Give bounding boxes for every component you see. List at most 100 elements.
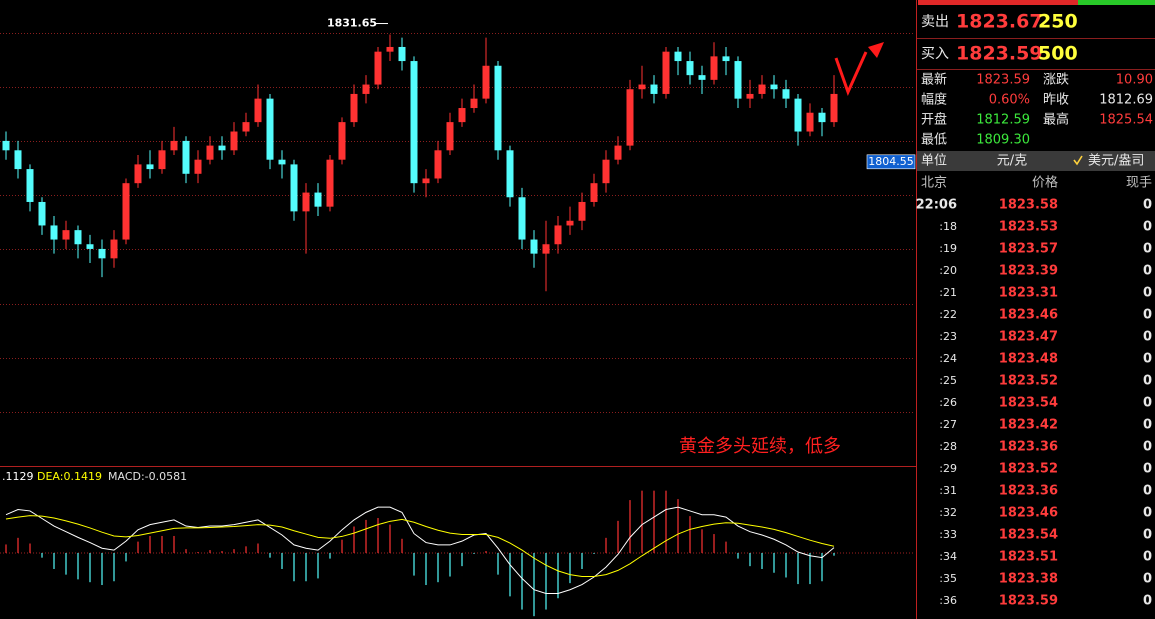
candle-body — [62, 230, 70, 240]
candle-body — [314, 192, 322, 207]
candle-body — [98, 248, 106, 259]
tick-time: 22:06 — [916, 198, 957, 213]
macd-line — [5, 515, 835, 578]
candle-body — [494, 65, 502, 151]
candle-body — [614, 145, 622, 160]
tick-time: :27 — [939, 418, 957, 431]
bid-price: 1823.59 — [956, 43, 1043, 65]
candle-body — [110, 239, 118, 259]
unit-label: 单位 — [921, 154, 947, 169]
candle-body — [302, 192, 310, 212]
annotation: 黄金多头延续，低多 — [679, 436, 841, 457]
trend-arrow — [834, 51, 868, 97]
tick-volume: 0 — [1143, 528, 1152, 543]
candle-body — [122, 183, 130, 240]
candle-body — [2, 140, 10, 151]
candle-body — [686, 61, 694, 76]
candle-body — [278, 159, 286, 165]
col-header: 北京 — [921, 176, 947, 191]
price-tag-box — [866, 154, 916, 170]
candle-body — [26, 169, 34, 202]
field-value: 1823.59 — [976, 73, 1030, 88]
candle-body — [14, 150, 22, 170]
trend-arrow-head — [868, 42, 884, 58]
tick-price: 1823.46 — [999, 308, 1058, 323]
macd-panel: .1129 DEA:0.1419 MACD:-0.0581 — [0, 470, 915, 617]
tick-volume: 0 — [1143, 484, 1152, 499]
tick-price: 1823.48 — [999, 352, 1058, 367]
candle-body — [782, 89, 790, 99]
field-label: 最低 — [921, 133, 947, 148]
candle-body — [530, 239, 538, 254]
tick-volume: 0 — [1143, 352, 1152, 367]
legend-label: .1129 — [2, 470, 34, 483]
candle-body — [638, 84, 646, 90]
tick-price: 1823.36 — [999, 440, 1058, 455]
tick-volume: 0 — [1143, 594, 1152, 609]
candle-body — [602, 159, 610, 184]
tick-price: 1823.57 — [999, 242, 1058, 257]
candle-body — [578, 201, 586, 221]
candle-body — [170, 140, 178, 151]
candle-body — [458, 108, 466, 123]
tick-price: 1823.54 — [999, 528, 1058, 543]
tick-price: 1823.58 — [999, 198, 1058, 213]
tick-price: 1823.59 — [999, 594, 1058, 609]
tick-price: 1823.47 — [999, 330, 1058, 345]
candle-body — [206, 145, 214, 160]
tick-volume: 0 — [1143, 286, 1152, 301]
price-grid — [0, 33, 915, 413]
candle-body — [518, 197, 526, 240]
candle-body — [698, 75, 706, 80]
unit-alt[interactable]: 美元/盎司 — [1088, 154, 1144, 169]
tick-volume: 0 — [1143, 198, 1152, 213]
candle-body — [470, 98, 478, 109]
tick-time: :18 — [939, 220, 957, 233]
tick-time: :29 — [939, 462, 957, 475]
tick-volume: 0 — [1143, 506, 1152, 521]
field-value: 1812.59 — [976, 113, 1030, 128]
candle-body — [194, 159, 202, 174]
tick-time: :26 — [939, 396, 957, 409]
candle-body — [422, 178, 430, 184]
candle-body — [626, 89, 634, 146]
tick-time: :33 — [939, 528, 957, 541]
tick-price: 1823.36 — [999, 484, 1058, 499]
field-label: 昨收 — [1043, 93, 1069, 108]
candle-body — [710, 56, 718, 80]
candle-body — [50, 225, 58, 240]
quote-fields: 最新 1823.59 涨跌 10.90 幅度 0.60% 昨收 1812.69 开盘 1812.5… — [921, 72, 1153, 148]
tick-volume: 0 — [1143, 418, 1152, 433]
tick-volume: 0 — [1143, 440, 1152, 455]
tick-time: :24 — [939, 352, 957, 365]
check-icon[interactable] — [1073, 155, 1083, 166]
tick-time: :19 — [939, 242, 957, 255]
tick-list: 22:06 1823.58 0:18 1823.53 0:19 1823.57 0:20 18… — [916, 198, 1152, 609]
candle-body — [38, 201, 46, 226]
candle-body — [158, 150, 166, 170]
candle-body — [290, 164, 298, 212]
tick-time: :32 — [939, 506, 957, 519]
legend-label: MACD:-0.0581 — [108, 470, 187, 483]
field-label: 幅度 — [921, 92, 947, 108]
candle-body — [326, 159, 334, 207]
candle-body — [734, 61, 742, 99]
tick-time: :22 — [939, 308, 957, 321]
ask-label: 卖出 — [921, 14, 949, 30]
field-value: 1812.69 — [1099, 93, 1153, 108]
candle-body — [770, 84, 778, 90]
field-label: 最高 — [1043, 112, 1069, 128]
candle-body — [146, 164, 154, 170]
tick-price: 1823.52 — [999, 462, 1058, 477]
candle-body — [74, 230, 82, 245]
candle-body — [506, 150, 514, 198]
candle-body — [830, 93, 838, 123]
tick-time: :34 — [939, 550, 957, 563]
tick-volume: 0 — [1143, 308, 1152, 323]
tick-price: 1823.51 — [999, 550, 1058, 565]
unit-value: 元/克 — [997, 154, 1027, 169]
candle-body — [230, 131, 238, 151]
field-value: 0.60% — [989, 93, 1030, 108]
tick-price: 1823.42 — [999, 418, 1058, 433]
tick-volume: 0 — [1143, 264, 1152, 279]
